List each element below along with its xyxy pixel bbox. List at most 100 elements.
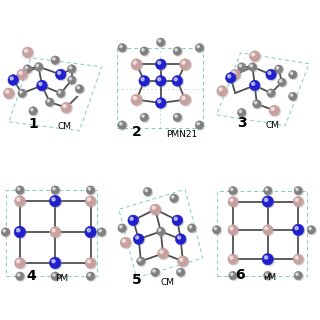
Circle shape: [85, 196, 96, 206]
Circle shape: [131, 94, 142, 105]
Circle shape: [4, 88, 14, 99]
Circle shape: [156, 60, 167, 70]
Circle shape: [58, 91, 60, 93]
Circle shape: [295, 188, 303, 196]
Circle shape: [175, 115, 177, 117]
Circle shape: [228, 196, 238, 206]
Circle shape: [263, 254, 274, 266]
Circle shape: [51, 186, 60, 194]
Circle shape: [160, 250, 163, 253]
Circle shape: [25, 49, 28, 52]
Text: PM: PM: [263, 273, 276, 282]
Circle shape: [119, 225, 127, 233]
Circle shape: [120, 123, 122, 125]
Circle shape: [179, 257, 189, 268]
Circle shape: [23, 65, 32, 73]
Circle shape: [61, 102, 72, 113]
Circle shape: [265, 272, 273, 281]
Circle shape: [119, 44, 127, 53]
Circle shape: [195, 44, 204, 52]
Circle shape: [173, 76, 184, 87]
Circle shape: [237, 108, 246, 117]
Circle shape: [308, 227, 316, 235]
Circle shape: [52, 187, 60, 195]
Circle shape: [158, 61, 161, 64]
Circle shape: [158, 40, 161, 42]
Circle shape: [17, 69, 28, 80]
Circle shape: [152, 269, 160, 277]
Circle shape: [294, 197, 304, 207]
Circle shape: [51, 56, 60, 64]
Circle shape: [53, 188, 55, 190]
Circle shape: [294, 271, 302, 280]
Circle shape: [254, 101, 262, 109]
Circle shape: [68, 65, 76, 73]
Circle shape: [239, 65, 242, 67]
Circle shape: [158, 78, 161, 81]
Circle shape: [173, 47, 181, 55]
Circle shape: [15, 196, 25, 206]
Circle shape: [231, 188, 233, 191]
Circle shape: [119, 122, 127, 130]
Circle shape: [172, 196, 174, 198]
Circle shape: [120, 226, 122, 228]
Circle shape: [142, 115, 144, 117]
Circle shape: [17, 273, 25, 281]
Text: PM: PM: [55, 274, 68, 283]
Text: CM: CM: [57, 122, 71, 131]
Circle shape: [31, 108, 33, 111]
Circle shape: [132, 60, 143, 71]
Circle shape: [263, 225, 273, 235]
Circle shape: [252, 53, 255, 56]
Circle shape: [264, 226, 274, 236]
Circle shape: [250, 81, 261, 92]
Circle shape: [196, 122, 204, 130]
Circle shape: [228, 225, 238, 235]
Circle shape: [68, 66, 77, 74]
Circle shape: [69, 67, 72, 69]
Circle shape: [6, 90, 9, 93]
Circle shape: [174, 114, 182, 122]
Circle shape: [262, 196, 273, 207]
Circle shape: [37, 80, 47, 91]
Circle shape: [172, 76, 183, 86]
Circle shape: [173, 113, 181, 122]
Circle shape: [86, 227, 97, 239]
Circle shape: [118, 121, 126, 129]
Circle shape: [265, 188, 273, 196]
Circle shape: [289, 70, 297, 79]
Circle shape: [62, 103, 72, 114]
Circle shape: [263, 197, 274, 208]
Circle shape: [15, 197, 26, 207]
Circle shape: [133, 96, 136, 100]
Circle shape: [143, 188, 152, 196]
Circle shape: [68, 76, 76, 84]
Circle shape: [156, 98, 166, 108]
Circle shape: [173, 216, 184, 227]
Circle shape: [141, 48, 149, 56]
Circle shape: [178, 270, 180, 272]
Circle shape: [52, 57, 60, 65]
Circle shape: [196, 44, 204, 53]
Circle shape: [231, 70, 241, 81]
Circle shape: [86, 186, 95, 194]
Circle shape: [230, 69, 240, 80]
Text: 3: 3: [237, 116, 246, 130]
Circle shape: [17, 260, 20, 263]
Circle shape: [136, 236, 139, 239]
Circle shape: [254, 101, 257, 104]
Circle shape: [174, 217, 177, 220]
Text: 6: 6: [235, 268, 244, 282]
Circle shape: [53, 58, 55, 60]
Circle shape: [153, 270, 155, 272]
Circle shape: [15, 258, 25, 268]
Circle shape: [138, 258, 146, 266]
Circle shape: [226, 73, 236, 83]
Circle shape: [50, 227, 60, 237]
Circle shape: [63, 105, 66, 108]
Circle shape: [24, 66, 33, 74]
Circle shape: [86, 272, 95, 280]
Circle shape: [176, 268, 185, 276]
Circle shape: [86, 197, 97, 207]
Circle shape: [23, 48, 34, 59]
